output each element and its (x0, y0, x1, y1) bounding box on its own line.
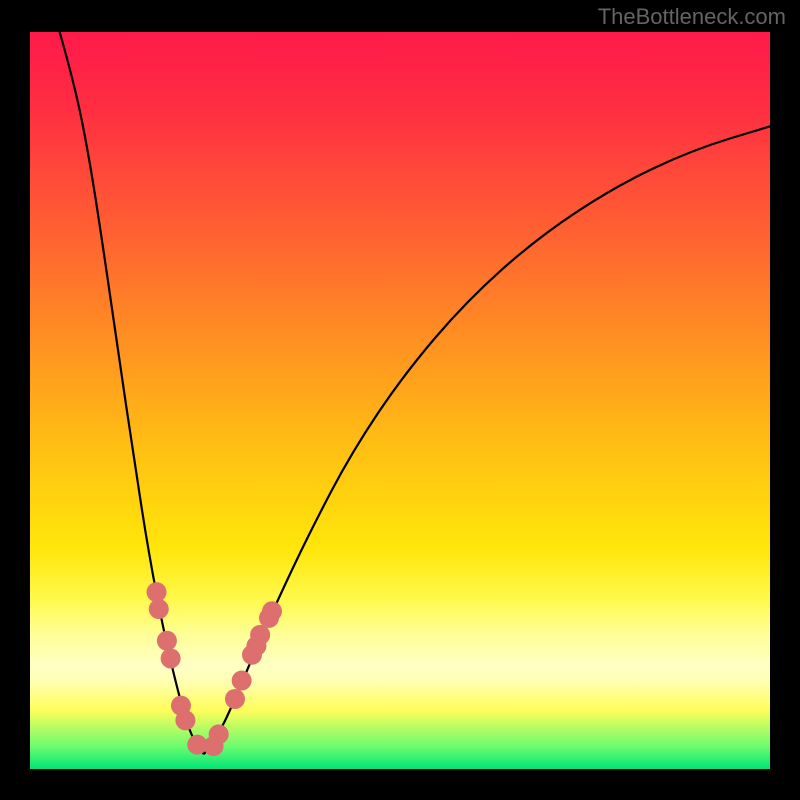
figure-root: TheBottleneck.com (0, 0, 800, 800)
marker-point (262, 601, 282, 621)
marker-point (250, 625, 270, 645)
curve-left-branch (60, 32, 204, 754)
marker-point (232, 671, 252, 691)
curve-right-branch (204, 126, 770, 754)
marker-point (225, 689, 245, 709)
marker-point (147, 582, 167, 602)
watermark-text: TheBottleneck.com (598, 4, 786, 30)
marker-point (161, 648, 181, 668)
marker-point (157, 631, 177, 651)
marker-point (209, 724, 229, 744)
plot-area (30, 32, 770, 769)
curve-svg-layer (30, 32, 770, 769)
marker-group (147, 582, 282, 756)
marker-point (175, 710, 195, 730)
marker-point (149, 599, 169, 619)
